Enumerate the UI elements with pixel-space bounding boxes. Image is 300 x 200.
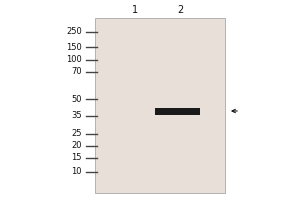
Text: 150: 150 [66, 43, 82, 51]
Bar [95, 18, 225, 193]
Text: 10: 10 [71, 168, 82, 176]
Text: 1: 1 [132, 5, 138, 15]
Text: 250: 250 [66, 27, 82, 36]
Text: 20: 20 [71, 142, 82, 150]
Text: 35: 35 [71, 112, 82, 120]
Text: 100: 100 [66, 55, 82, 64]
Bar [155, 108, 200, 114]
Text: 70: 70 [71, 68, 82, 76]
Text: 50: 50 [71, 95, 82, 104]
Text: 15: 15 [71, 154, 82, 162]
Text: 25: 25 [71, 130, 82, 138]
Text: 2: 2 [177, 5, 183, 15]
